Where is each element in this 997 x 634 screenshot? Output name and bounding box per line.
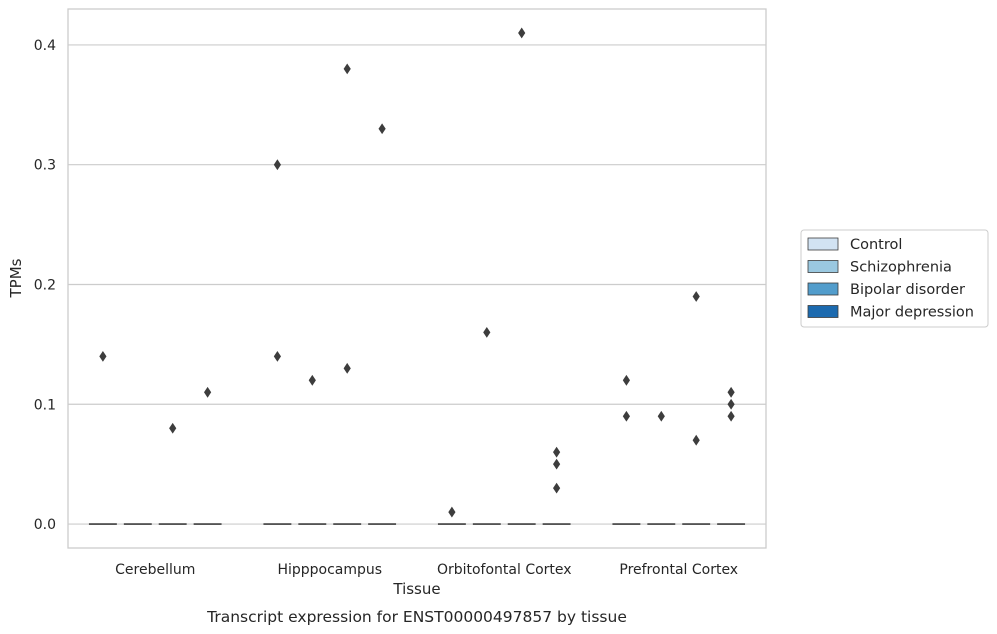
outlier-point — [518, 27, 526, 39]
legend-label: Major depression — [850, 305, 974, 321]
outlier-point — [343, 362, 351, 374]
x-tick-label: Hipppocampus — [277, 562, 382, 578]
x-axis-title: Tissue — [392, 580, 440, 598]
legend-swatch — [807, 305, 839, 318]
outlier-point — [99, 350, 107, 362]
outlier-point — [204, 386, 212, 398]
outlier-point — [448, 506, 456, 518]
y-axis-title: TPMs — [7, 258, 25, 298]
outlier-points — [99, 27, 735, 518]
outlier-point — [622, 410, 630, 422]
plot-background — [68, 9, 766, 548]
outlier-point — [343, 63, 351, 75]
x-tick-label: Prefrontal Cortex — [619, 562, 738, 578]
outlier-point — [657, 410, 665, 422]
x-tick-label: Orbitofontal Cortex — [437, 562, 572, 578]
y-tick-labels: 0.0 0.1 0.2 0.3 0.4 — [34, 38, 56, 533]
outlier-point — [273, 159, 281, 171]
legend-swatch — [807, 237, 839, 251]
x-tick-label: Cerebellum — [115, 562, 195, 578]
outlier-point — [308, 374, 316, 386]
legend: Control Schizophrenia Bipolar disorder Majo… — [800, 229, 989, 328]
outlier-point — [727, 386, 735, 398]
outlier-point — [727, 410, 735, 422]
plot-frame — [67, 8, 767, 549]
outlier-point — [378, 123, 386, 135]
y-tick-label: 0.2 — [34, 277, 56, 293]
legend-label: Schizophrenia — [850, 260, 952, 276]
outlier-point — [553, 446, 561, 458]
legend-label: Control — [850, 237, 902, 253]
chart-caption: Transcript expression for ENST0000049785… — [206, 608, 627, 626]
outlier-point — [727, 398, 735, 410]
outlier-point — [169, 422, 177, 434]
outlier-point — [553, 458, 561, 470]
outlier-point — [692, 291, 700, 302]
y-tick-label: 0.4 — [34, 38, 56, 54]
y-tick-label: 0.1 — [34, 397, 56, 413]
legend-frame — [800, 229, 989, 328]
legend-label: Bipolar disorder — [850, 282, 965, 298]
legend-items: Control Schizophrenia Bipolar disorder Majo… — [807, 237, 974, 321]
x-tick-labels: Cerebellum Hipppocampus Orbitofontal Corte… — [115, 562, 738, 578]
y-tick-label: 0.3 — [34, 158, 56, 174]
outlier-point — [553, 482, 561, 494]
outlier-point — [483, 327, 491, 338]
legend-swatch — [807, 260, 839, 273]
outlier-point — [622, 374, 630, 386]
outlier-point — [692, 434, 700, 446]
outlier-point — [273, 350, 281, 362]
y-tick-label: 0.0 — [34, 517, 56, 533]
legend-swatch — [807, 282, 839, 296]
